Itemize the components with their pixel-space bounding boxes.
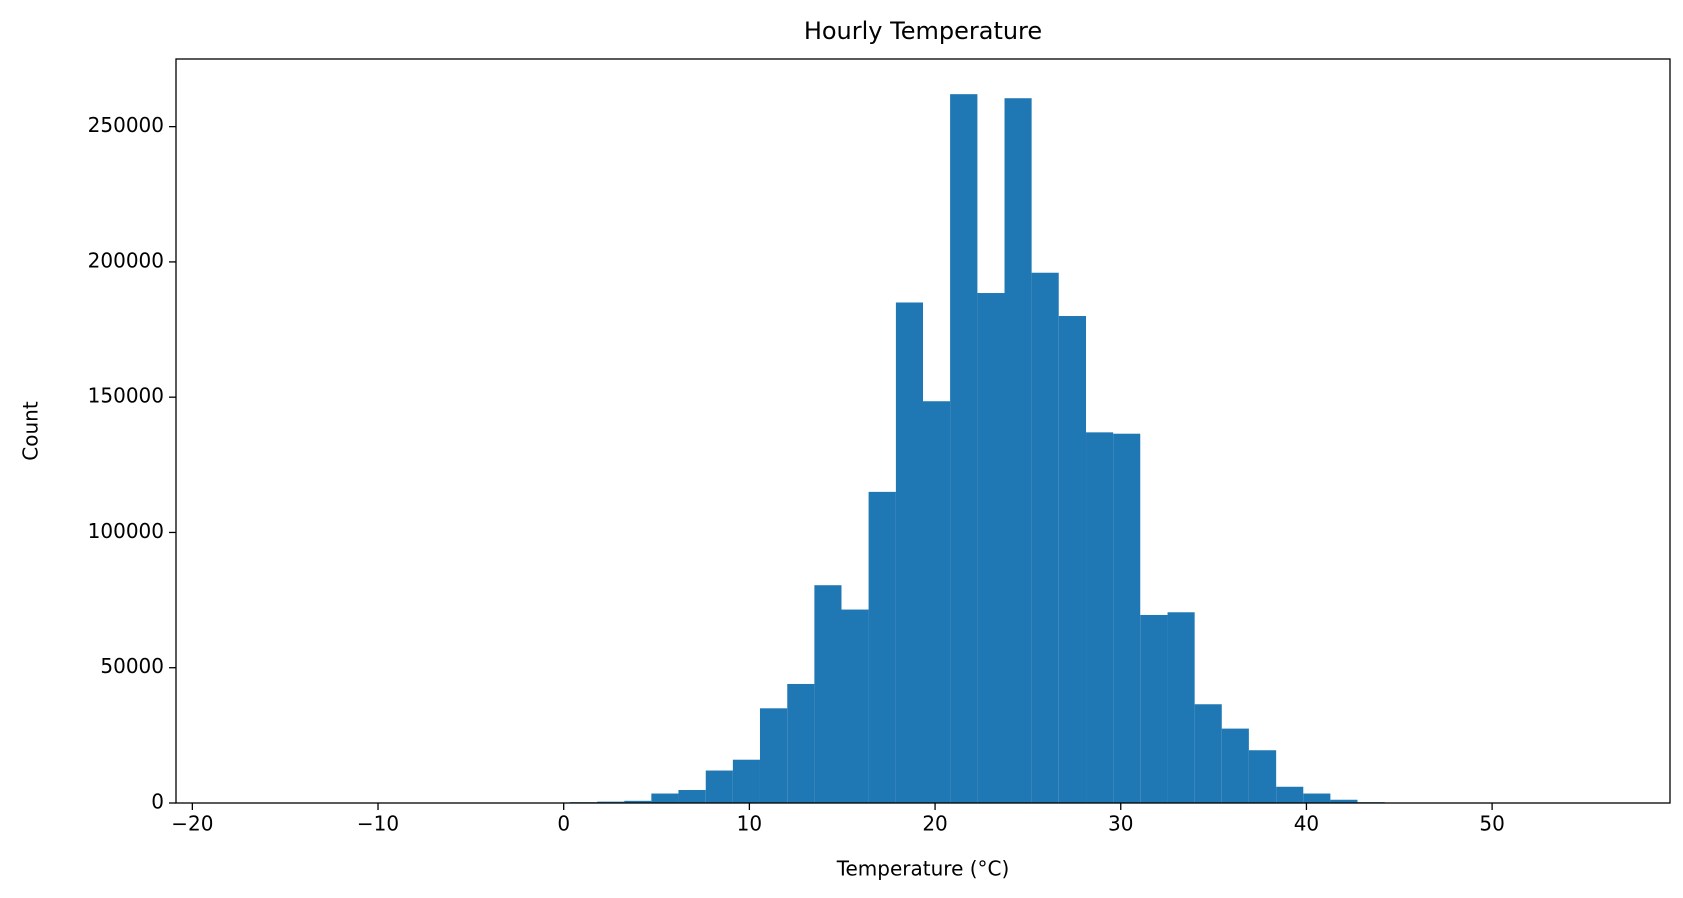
x-axis-label: Temperature (°C) [836, 857, 1010, 881]
bar [1303, 793, 1331, 803]
x-tick-label: 40 [1294, 812, 1319, 836]
y-tick-label: 200000 [88, 248, 164, 272]
bar [732, 759, 760, 803]
bar [1113, 433, 1141, 803]
plot-frame [175, 58, 1671, 804]
bar [651, 793, 679, 803]
bar [841, 609, 869, 803]
bar [1248, 750, 1277, 803]
bar [597, 801, 625, 803]
bar [1276, 786, 1304, 803]
bar [1140, 614, 1168, 803]
bar [950, 94, 978, 804]
x-tick-label: 30 [1108, 812, 1133, 836]
x-tick-label: 50 [1479, 812, 1504, 836]
bar [1330, 799, 1358, 803]
bar [814, 585, 842, 803]
bar [624, 800, 652, 803]
chart-title: Hourly Temperature [804, 17, 1042, 45]
bar [1086, 432, 1114, 803]
bar [1167, 612, 1195, 803]
bar [895, 302, 923, 803]
y-tick-label: 50000 [100, 654, 164, 678]
bar [1058, 316, 1087, 803]
y-tick-label: 100000 [88, 519, 164, 543]
x-tick-label: −20 [171, 812, 213, 836]
bar [1004, 98, 1032, 804]
x-tick-label: −10 [357, 812, 399, 836]
bar [868, 491, 896, 803]
y-tick-label: 250000 [88, 113, 164, 137]
bar [1194, 704, 1222, 803]
x-tick-label: 10 [737, 812, 762, 836]
y-axis-label: Count [19, 401, 43, 461]
bar [1031, 272, 1059, 803]
y-tick-label: 150000 [88, 384, 164, 408]
y-tick-label: 0 [151, 790, 164, 814]
bar [678, 790, 706, 803]
bar [759, 708, 788, 803]
bar [705, 770, 733, 803]
x-tick-label: 0 [557, 812, 570, 836]
bar [923, 401, 951, 803]
bar [977, 293, 1005, 803]
x-tick-label: 20 [922, 812, 947, 836]
bar [787, 683, 815, 803]
bar [1221, 728, 1249, 803]
